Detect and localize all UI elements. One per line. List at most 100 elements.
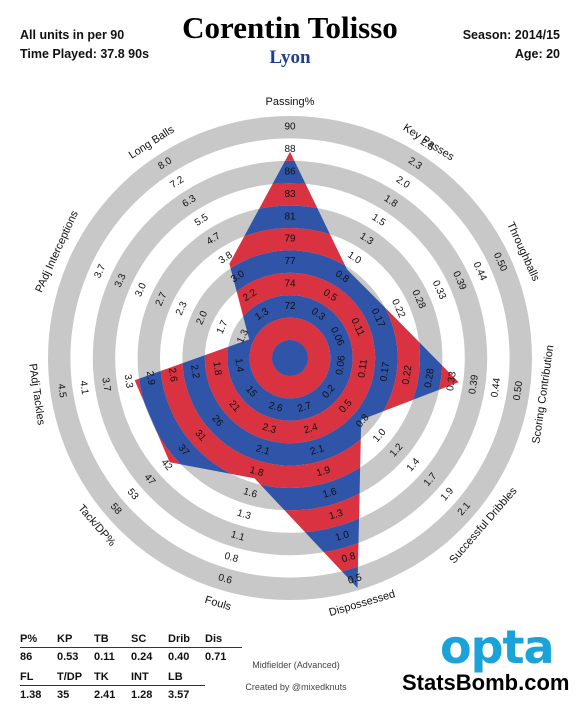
- tick-label: 7.2: [168, 174, 186, 191]
- tick-label: 86: [284, 167, 296, 178]
- tick-label: 0.33: [445, 370, 459, 391]
- stat-value-4: 3.57: [168, 688, 190, 701]
- age: Age: 20: [514, 47, 560, 61]
- stats-table-1: P% KP TB SC Drib Dis 86 0.53 0.11 0.24 0.40 0.71: [20, 630, 242, 665]
- tick-label: 3.7: [99, 377, 112, 393]
- radar-chart: 727477798183868890Passing%0.30.50.81.01.…: [26, 96, 556, 619]
- tick-label: 0.44: [489, 377, 503, 398]
- tick-label: 2.6: [166, 367, 179, 383]
- stat-header-3: SC: [131, 630, 168, 648]
- stat-value-2: 0.11: [94, 650, 115, 663]
- stat-header-1: KP: [57, 630, 94, 648]
- tick-label: 0.8: [340, 551, 357, 566]
- stat-value-1: 35: [57, 688, 70, 701]
- tick-label: 88: [284, 144, 296, 155]
- tick-label: 79: [284, 234, 296, 245]
- tick-label: 2.1: [309, 443, 326, 458]
- tick-label: 2.3: [174, 300, 190, 318]
- center-disc-top: [272, 340, 308, 376]
- tick-label: 4.1: [77, 380, 90, 396]
- tick-label: 0.6: [217, 572, 234, 587]
- tick-label: 2.2: [188, 364, 201, 380]
- stat-value-4: 0.40: [168, 650, 190, 663]
- tick-label: 2.3: [261, 422, 278, 437]
- tick-label: 3.0: [133, 281, 149, 299]
- tick-label: 3.7: [93, 262, 109, 280]
- stat-value-2: 2.41: [94, 688, 116, 701]
- tick-label: 2.9: [144, 370, 157, 386]
- tick-label: 1.5: [370, 212, 388, 229]
- axis-label: PAdj Tackles: [26, 363, 47, 427]
- axis-label: Passing%: [266, 96, 315, 108]
- tick-label: 83: [284, 189, 296, 200]
- tick-label: 0.17: [379, 361, 393, 382]
- tick-label: 2.7: [296, 400, 313, 415]
- tick-label: 1.9: [315, 465, 332, 480]
- opta-logo: opta: [440, 620, 555, 674]
- tick-label: 0.44: [471, 260, 489, 283]
- tick-label: 4.5: [55, 383, 68, 399]
- tick-label: 0.06: [334, 354, 348, 375]
- shape-band: [249, 317, 331, 399]
- tick-label: 1.4: [405, 456, 423, 474]
- player-role: Midfielder (Advanced): [252, 660, 340, 670]
- tick-label: 0.50: [512, 380, 526, 401]
- tick-label: 90: [284, 122, 296, 133]
- stat-value-0: 1.38: [20, 688, 42, 701]
- tick-label: 5.5: [193, 212, 211, 229]
- stat-header-0: P%: [20, 630, 57, 648]
- stat-header-5: Dis: [205, 630, 242, 648]
- tick-label: 74: [284, 279, 296, 290]
- tick-label: 0.11: [356, 358, 370, 379]
- tick-label: 3.3: [113, 272, 129, 290]
- tick-label: 1.3: [236, 508, 253, 523]
- tick-label: 53: [125, 487, 141, 503]
- stat-value-3: 0.24: [131, 650, 153, 663]
- tick-label: 0.33: [430, 279, 448, 302]
- stat-value-3: 1.28: [131, 688, 153, 701]
- stat-header-4: Drib: [168, 630, 205, 648]
- stat-header-4: LB: [168, 668, 205, 686]
- statsbomb-brand: StatsBomb.com: [402, 670, 570, 695]
- tick-label: 81: [284, 211, 296, 222]
- tick-label: 2.7: [154, 290, 170, 308]
- tick-label: 0.39: [467, 374, 481, 395]
- tick-label: 1.6: [322, 486, 339, 501]
- stat-header-2: TB: [94, 630, 131, 648]
- tick-label: 2.1: [255, 443, 272, 458]
- tick-label: 1.9: [439, 485, 457, 503]
- stat-header-2: TK: [94, 668, 131, 686]
- credit-text: Created by @mixedknuts: [245, 682, 347, 692]
- axis-label: Scoring Contribution: [530, 344, 556, 444]
- tick-label: 3.3: [122, 374, 135, 390]
- stats-table-2: FL T/DP TK INT LB 1.38 35 2.41 1.28 3.57: [20, 668, 205, 703]
- tick-label: 1.8: [210, 361, 223, 377]
- tick-label: 2.0: [394, 174, 412, 191]
- tick-label: 1.4: [232, 358, 245, 374]
- player-shape: [134, 151, 459, 589]
- stat-header-3: INT: [131, 668, 168, 686]
- stat-value-0: 86: [20, 650, 33, 663]
- stat-header-1: T/DP: [57, 668, 94, 686]
- tick-label: 2.0: [194, 309, 210, 327]
- stat-value-1: 0.53: [57, 650, 79, 663]
- tick-label: 0.22: [401, 364, 415, 385]
- shape-band: [227, 295, 353, 421]
- tick-label: 1.0: [345, 250, 363, 267]
- tick-label: 1.0: [334, 529, 351, 544]
- tick-label: 1.0: [371, 427, 389, 445]
- tick-label: 0.8: [223, 551, 240, 566]
- player-name: Corentin Tolisso: [182, 10, 398, 45]
- tick-label: 0.28: [423, 367, 437, 388]
- tick-label: 77: [284, 256, 296, 267]
- stat-header-0: FL: [20, 668, 57, 686]
- tick-label: 2.6: [267, 400, 284, 415]
- axis-label: Fouls: [203, 594, 233, 613]
- team-name: Lyon: [269, 47, 311, 68]
- season: Season: 2014/15: [462, 28, 560, 42]
- tick-label: 2.4: [303, 422, 320, 437]
- stat-value-5: 0.71: [205, 650, 227, 663]
- tick-label: 72: [284, 301, 296, 312]
- tick-label: 1.1: [229, 529, 246, 544]
- tick-label: 1.8: [248, 465, 265, 480]
